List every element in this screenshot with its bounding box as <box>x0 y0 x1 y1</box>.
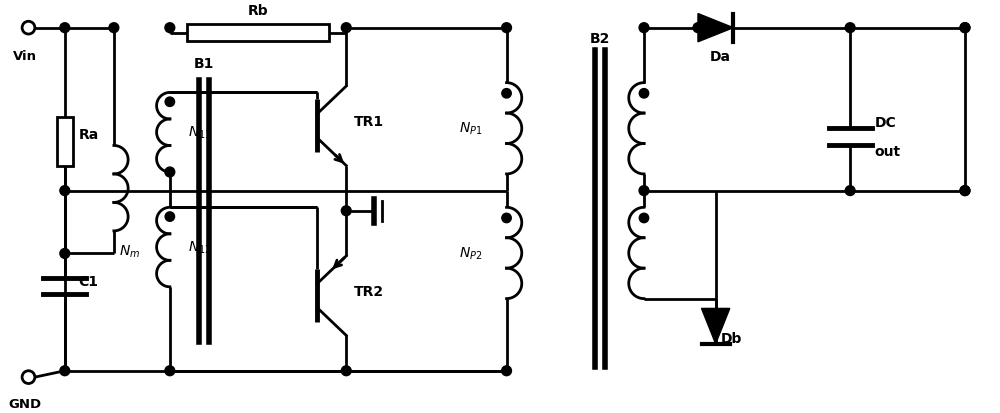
Circle shape <box>639 24 649 33</box>
Text: DC: DC <box>875 116 896 130</box>
Circle shape <box>960 24 970 33</box>
Text: Da: Da <box>710 50 731 64</box>
Circle shape <box>502 24 511 33</box>
Text: Rb: Rb <box>248 4 268 18</box>
Circle shape <box>109 24 119 33</box>
Circle shape <box>693 24 703 33</box>
Circle shape <box>639 186 649 196</box>
Circle shape <box>60 186 70 196</box>
Circle shape <box>960 186 970 196</box>
Circle shape <box>165 98 175 107</box>
Circle shape <box>341 366 351 376</box>
Circle shape <box>60 24 70 33</box>
Circle shape <box>341 206 351 216</box>
Circle shape <box>165 212 175 222</box>
Text: $N_{11}$: $N_{11}$ <box>188 125 211 141</box>
Text: TR2: TR2 <box>354 284 384 298</box>
Polygon shape <box>702 309 730 344</box>
Circle shape <box>639 214 649 223</box>
Circle shape <box>845 24 855 33</box>
Polygon shape <box>698 14 733 43</box>
Circle shape <box>60 249 70 259</box>
Circle shape <box>165 168 175 178</box>
Text: out: out <box>875 145 901 159</box>
Text: Vin: Vin <box>13 50 37 63</box>
Text: Ra: Ra <box>79 127 99 141</box>
Circle shape <box>60 366 70 376</box>
Text: B2: B2 <box>590 32 610 46</box>
Text: $N_{P1}$: $N_{P1}$ <box>459 121 482 137</box>
Text: TR1: TR1 <box>354 115 384 128</box>
Circle shape <box>639 89 649 99</box>
Circle shape <box>165 366 175 376</box>
Circle shape <box>165 24 175 33</box>
Circle shape <box>502 214 511 223</box>
Bar <box>187 25 329 42</box>
Text: $N_{P2}$: $N_{P2}$ <box>459 245 482 261</box>
Circle shape <box>960 186 970 196</box>
Text: $N_m$: $N_m$ <box>119 243 140 259</box>
Text: Db: Db <box>721 331 742 345</box>
Circle shape <box>960 24 970 33</box>
Text: B1: B1 <box>194 57 214 71</box>
Bar <box>57 118 73 167</box>
Text: $N_{12}$: $N_{12}$ <box>188 239 211 256</box>
Circle shape <box>845 186 855 196</box>
Text: GND: GND <box>8 397 41 410</box>
Circle shape <box>502 366 511 376</box>
Text: C1: C1 <box>79 274 99 288</box>
Circle shape <box>502 89 511 99</box>
Circle shape <box>341 24 351 33</box>
